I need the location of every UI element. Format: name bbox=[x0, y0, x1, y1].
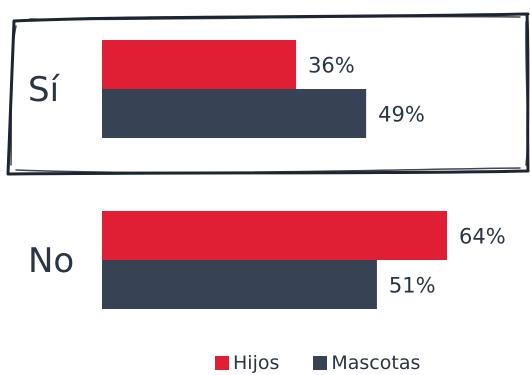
legend-item-hijos: Hijos bbox=[215, 352, 279, 374]
data-label-mascotas-no: 51% bbox=[389, 274, 436, 298]
legend-swatch-mascotas bbox=[313, 356, 328, 370]
highlight-frame bbox=[6, 12, 530, 176]
bar-hijos-no bbox=[102, 211, 447, 260]
category-label-no: No bbox=[28, 241, 74, 281]
data-label-hijos-si: 36% bbox=[308, 54, 355, 78]
category-label-si: Sí bbox=[28, 70, 61, 110]
legend: Hijos Mascotas bbox=[215, 352, 420, 374]
legend-label-hijos: Hijos bbox=[233, 352, 280, 374]
data-label-mascotas-si: 49% bbox=[378, 103, 425, 127]
legend-item-mascotas: Mascotas bbox=[313, 352, 420, 374]
highlight-frame-stroke bbox=[10, 15, 529, 174]
legend-swatch-hijos bbox=[215, 356, 229, 370]
data-label-hijos-no: 64% bbox=[459, 225, 506, 249]
bars-layer: Sí 36% 49% No 64% 51% bbox=[28, 40, 506, 309]
bar-hijos-si bbox=[102, 40, 297, 89]
legend-label-mascotas: Mascotas bbox=[331, 352, 421, 374]
bar-mascotas-no bbox=[102, 260, 377, 309]
bar-mascotas-si bbox=[102, 89, 367, 138]
